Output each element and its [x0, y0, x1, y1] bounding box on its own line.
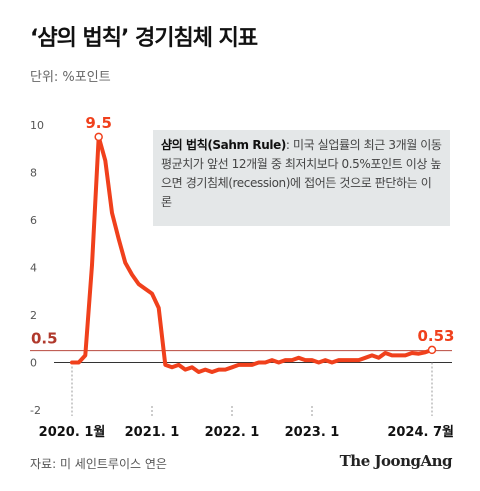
annotation-marker [427, 345, 437, 355]
y-tick-label: 6 [30, 214, 37, 227]
y-tick-label: 2 [30, 309, 37, 322]
brand-logo: The JoongAng [339, 452, 453, 470]
y-tick-label: 0 [30, 357, 37, 370]
source-label: 자료: 미 세인트루이스 연은 [30, 457, 167, 471]
x-tick-label: 2023. 1 [285, 425, 340, 440]
y-tick-label: 8 [30, 167, 37, 180]
note-term: 샴의 법칙(Sahm Rule) [161, 138, 286, 152]
chart-title: ‘샴의 법칙’ 경기침체 지표 [30, 26, 258, 51]
annotation-label: 0.53 [417, 327, 454, 345]
x-tick-label: 2021. 1 [125, 425, 180, 440]
series-line [70, 134, 434, 374]
y-tick-label: -2 [30, 404, 41, 417]
note-text: : 미국 실업률의 최근 3개월 이동평균치가 앞선 12개월 중 최저치보다 … [161, 138, 442, 209]
x-tick-label: 2022. 1 [205, 425, 260, 440]
annotation-marker [94, 132, 103, 142]
x-tick-label: 2020. 1월 [39, 424, 106, 440]
threshold-label: 0.5 [31, 330, 58, 348]
annotation-label: 9.5 [85, 114, 112, 132]
x-tick-label: 2024. 7월 [387, 424, 454, 440]
y-tick-label: 4 [30, 262, 37, 275]
y-tick-label: 10 [30, 119, 44, 132]
unit-label: 단위: %포인트 [30, 70, 111, 85]
sahm-rule-note: 샴의 법칙(Sahm Rule): 미국 실업률의 최근 3개월 이동평균치가 … [153, 130, 450, 226]
